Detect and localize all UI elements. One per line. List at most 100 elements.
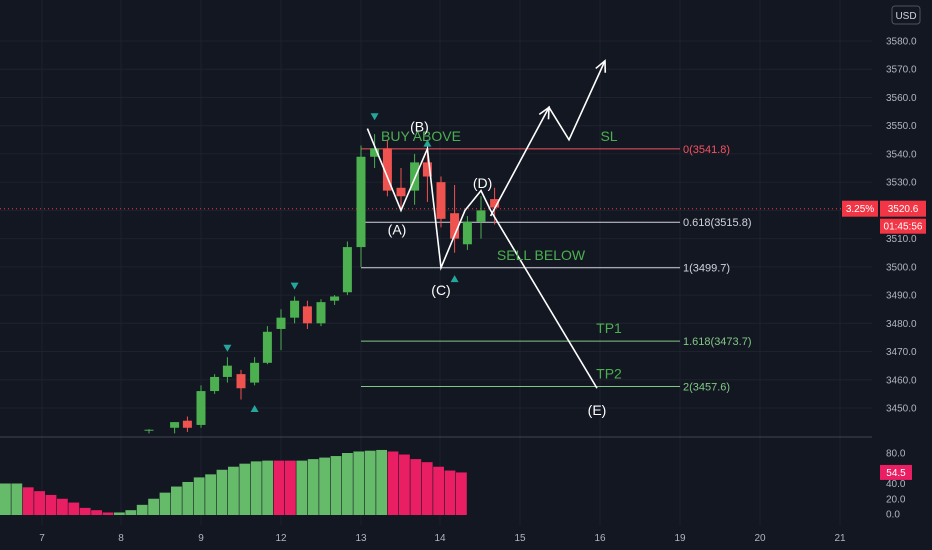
time-axis[interactable]: 7 8 9 12 13 14 15 16 19 20 21 [39, 533, 846, 544]
candle-body [250, 362, 260, 383]
indicator-bar [296, 460, 308, 515]
price-tick: 3450.0 [886, 404, 917, 415]
candle-body [210, 376, 220, 392]
candle-body [330, 296, 340, 301]
annotation-label: TP1 [596, 320, 622, 336]
candle [462, 216, 472, 250]
candle [302, 300, 312, 329]
candle [436, 176, 446, 228]
indicator-bar [250, 461, 262, 515]
bar-countdown: 01:45:56 [884, 222, 923, 233]
candles [144, 134, 500, 434]
price-tick: 3510.0 [886, 234, 917, 245]
indicator-bar [319, 457, 330, 515]
annotation-label: TP2 [596, 365, 622, 381]
candle [236, 369, 246, 400]
indicator-histogram [0, 449, 467, 515]
indicator-bar [0, 483, 11, 515]
indicator-bar [159, 492, 171, 515]
annotation-label: SL [600, 128, 617, 144]
indicator-bar [330, 456, 342, 515]
indicator-bar [410, 459, 422, 515]
candle-body [290, 300, 300, 318]
candle-body [182, 420, 192, 428]
indicator-bar [22, 487, 34, 515]
annotation-label: BUY ABOVE [381, 128, 461, 144]
indicator-bar [216, 469, 228, 515]
price-tick: 3580.0 [886, 37, 917, 48]
candle-body [236, 374, 246, 389]
time-tick: 8 [118, 533, 124, 544]
candle [356, 145, 366, 267]
time-tick: 12 [275, 533, 287, 544]
price-tag: 3.25% 3520.6 01:45:56 [842, 200, 926, 234]
wave-drawings [366, 59, 607, 389]
candle [316, 299, 326, 327]
indicator-bar [79, 507, 91, 515]
price-tick: 3570.0 [886, 65, 917, 76]
price-tick: 3460.0 [886, 375, 917, 386]
candle-body [262, 331, 272, 363]
candle [290, 296, 300, 324]
indicator-bar [285, 460, 296, 515]
candle [250, 357, 260, 386]
candle-body [396, 187, 406, 197]
sell-marker [223, 344, 232, 352]
indicator-bar [148, 498, 159, 515]
annotation-label: (A) [388, 221, 407, 237]
candle [196, 385, 206, 428]
fib-levels: 0(3541.8) 0.618(3515.8) 1(3499.7) 1.618(347… [0, 144, 872, 394]
indicator-bar [342, 453, 353, 515]
indicator-value-tag: 54.5 [880, 464, 912, 480]
annotation-label: SELL BELOW [497, 247, 586, 263]
candle-body [476, 210, 486, 222]
indicator-bar [421, 462, 433, 515]
candle-body [144, 429, 154, 431]
candle-body [170, 422, 180, 428]
candle [396, 168, 406, 208]
candle-body [302, 306, 312, 324]
time-tick: 13 [355, 533, 367, 544]
candle-body [450, 213, 460, 239]
candle-body [370, 148, 380, 157]
fib-label: 2(3457.6) [683, 382, 730, 394]
indicator-bar [456, 472, 467, 515]
candle [450, 184, 460, 253]
annotation-label: (E) [588, 402, 607, 418]
price-tick: 3480.0 [886, 319, 917, 330]
candle [330, 295, 340, 305]
indicator-bar [228, 466, 239, 515]
indicator-tick: 0.0 [886, 510, 900, 521]
indicator-bar [125, 510, 137, 515]
candle [144, 429, 154, 434]
indicator-bar [34, 491, 45, 515]
candle [222, 357, 232, 383]
indicator-bar [262, 460, 273, 515]
fib-label: 1(3499.7) [683, 263, 730, 275]
time-tick: 14 [434, 533, 446, 544]
currency-badge[interactable]: USD [891, 5, 921, 25]
indicator-bar [399, 454, 410, 515]
indicator-bar [45, 494, 57, 515]
indicator-bar [136, 504, 148, 515]
indicator-bar [353, 451, 365, 515]
price-tick: 3470.0 [886, 347, 917, 358]
price-tick: 3530.0 [886, 178, 917, 189]
candle-body [342, 247, 352, 293]
indicator-last-value: 54.5 [886, 468, 906, 479]
candle [276, 309, 286, 351]
candle [342, 241, 352, 296]
candle-body [356, 156, 366, 248]
markers [223, 113, 459, 412]
candle-body [196, 391, 206, 425]
candle-body [462, 221, 472, 245]
sell-marker [370, 113, 379, 121]
candle [170, 422, 180, 434]
price-tick: 3490.0 [886, 291, 917, 302]
time-tick: 16 [594, 533, 606, 544]
time-tick: 21 [834, 533, 846, 544]
price-tick: 3550.0 [886, 121, 917, 132]
indicator-bar [91, 510, 102, 515]
